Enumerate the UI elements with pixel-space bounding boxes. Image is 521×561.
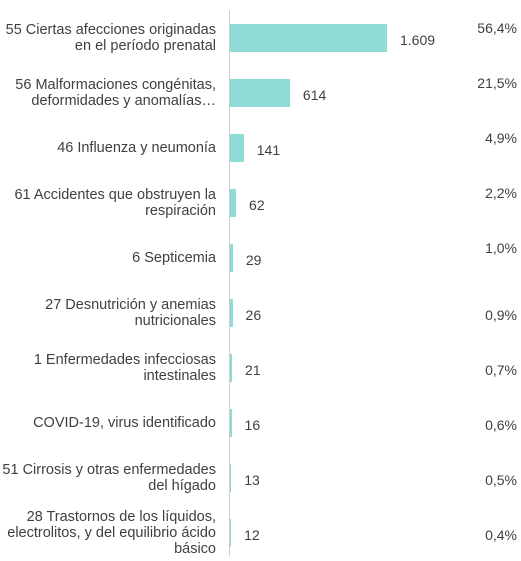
share-label: 0,7% <box>485 362 517 378</box>
bar <box>230 299 233 327</box>
value-label: 29 <box>245 252 262 268</box>
bar <box>230 79 290 107</box>
category-label: 61 Accidentes que obstruyen la respiraci… <box>14 187 216 219</box>
category-label: 6 Septicemia <box>132 250 216 266</box>
bar <box>230 464 232 492</box>
value-label: 1.609 <box>400 32 436 48</box>
share-label: 0,4% <box>485 527 517 543</box>
value-label: 141 <box>256 142 281 158</box>
share-label: 0,9% <box>485 307 517 323</box>
value-label: 62 <box>249 197 265 213</box>
bar <box>230 134 244 162</box>
share-label: 4,9% <box>485 130 517 146</box>
bar <box>230 354 233 382</box>
category-label: COVID-19, virus identificado <box>33 415 216 431</box>
bar <box>230 244 233 272</box>
value-label: 12 <box>244 527 260 543</box>
share-label: 0,5% <box>485 472 517 488</box>
share-label: 56,4% <box>477 20 517 36</box>
share-label: 2,2% <box>485 185 517 201</box>
value-label: 13 <box>244 472 260 488</box>
category-label: 51 Cirrosis y otras enfermedades del híg… <box>2 462 216 494</box>
value-label: 16 <box>244 417 261 433</box>
category-label: 55 Ciertas afecciones originadas en el p… <box>5 22 216 54</box>
value-label: 614 <box>302 87 327 103</box>
share-label: 1,0% <box>485 240 517 256</box>
category-label: 56 Malformaciones congénitas, deformidad… <box>15 77 216 109</box>
bar <box>230 189 237 217</box>
value-label: 21 <box>245 362 261 378</box>
axis-line <box>229 10 230 556</box>
category-label: 46 Influenza y neumonía <box>57 140 216 156</box>
value-label: 26 <box>245 307 262 323</box>
bar <box>230 519 232 547</box>
share-label: 0,6% <box>485 417 517 433</box>
category-label: 1 Enfermedades infecciosas intestinales <box>33 352 216 384</box>
category-label: 27 Desnutrición y anemias nutricionales <box>45 297 216 329</box>
share-label: 21,5% <box>477 75 517 91</box>
bar <box>230 409 232 437</box>
bar <box>230 24 387 52</box>
category-label: 28 Trastornos de los líquidos, electroli… <box>7 509 216 557</box>
